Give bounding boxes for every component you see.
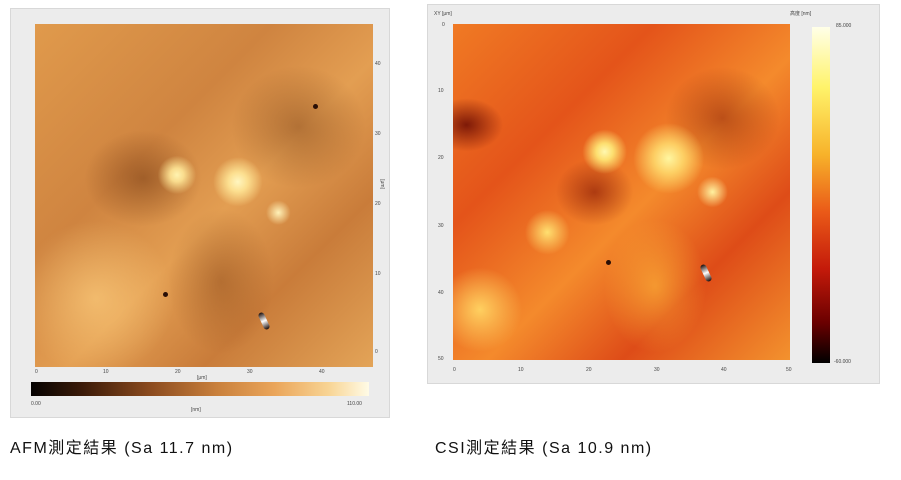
afm-caption: AFM測定結果 (Sa 11.7 nm) [10,440,234,457]
afm-x-unit: [μm] [197,375,207,381]
afm-y-tick: 30 [375,131,381,137]
csi-x-tick: 50 [786,367,792,373]
csi-defect-mark [699,263,713,283]
csi-colorbar [812,27,830,363]
csi-y-tick: 50 [438,356,444,362]
csi-y-tick: 40 [438,290,444,296]
afm-y-tick: 10 [375,271,381,277]
csi-y-tick: 20 [438,155,444,161]
csi-x-tick: 0 [453,367,456,373]
afm-surface-map [35,24,373,367]
csi-colorbar-title: 高度 [nm] [790,11,812,17]
afm-defect-mark [257,311,271,331]
afm-y-tick: 20 [375,201,381,207]
afm-pit-mark [313,104,318,109]
afm-x-tick: 30 [247,369,253,375]
afm-colorbar-unit: [nm] [191,407,201,413]
afm-colorbar-max: 110.00 [347,401,362,407]
afm-colorbar [31,382,369,396]
csi-x-tick: 40 [721,367,727,373]
csi-panel: XY [μm] 0 10 20 30 40 50 0 10 20 30 40 5… [427,4,880,384]
csi-y-tick: 0 [442,22,445,28]
csi-colorbar-min: -60.000 [834,359,851,365]
csi-surface-map [453,24,790,360]
afm-x-tick: 20 [175,369,181,375]
afm-colorbar-min: 0.00 [31,401,41,407]
afm-x-tick: 0 [35,369,38,375]
afm-x-tick: 10 [103,369,109,375]
csi-caption: CSI測定結果 (Sa 10.9 nm) [435,440,653,457]
csi-colorbar-max: 85.000 [836,23,852,29]
csi-y-tick: 30 [438,223,444,229]
afm-pit-mark [163,292,168,297]
afm-y-tick: 0 [375,349,378,355]
afm-panel: 40 30 20 10 0 [μm] 0 10 20 [μm] 30 40 0.… [10,8,390,418]
afm-x-tick: 40 [319,369,325,375]
csi-pit-mark [606,260,611,265]
afm-y-unit: [μm] [378,179,385,189]
afm-y-tick: 40 [375,61,381,67]
csi-x-tick: 20 [586,367,592,373]
csi-x-tick: 30 [654,367,660,373]
csi-y-tick: 10 [438,88,444,94]
csi-x-tick: 10 [518,367,524,373]
csi-corner-label: XY [μm] [434,11,452,17]
